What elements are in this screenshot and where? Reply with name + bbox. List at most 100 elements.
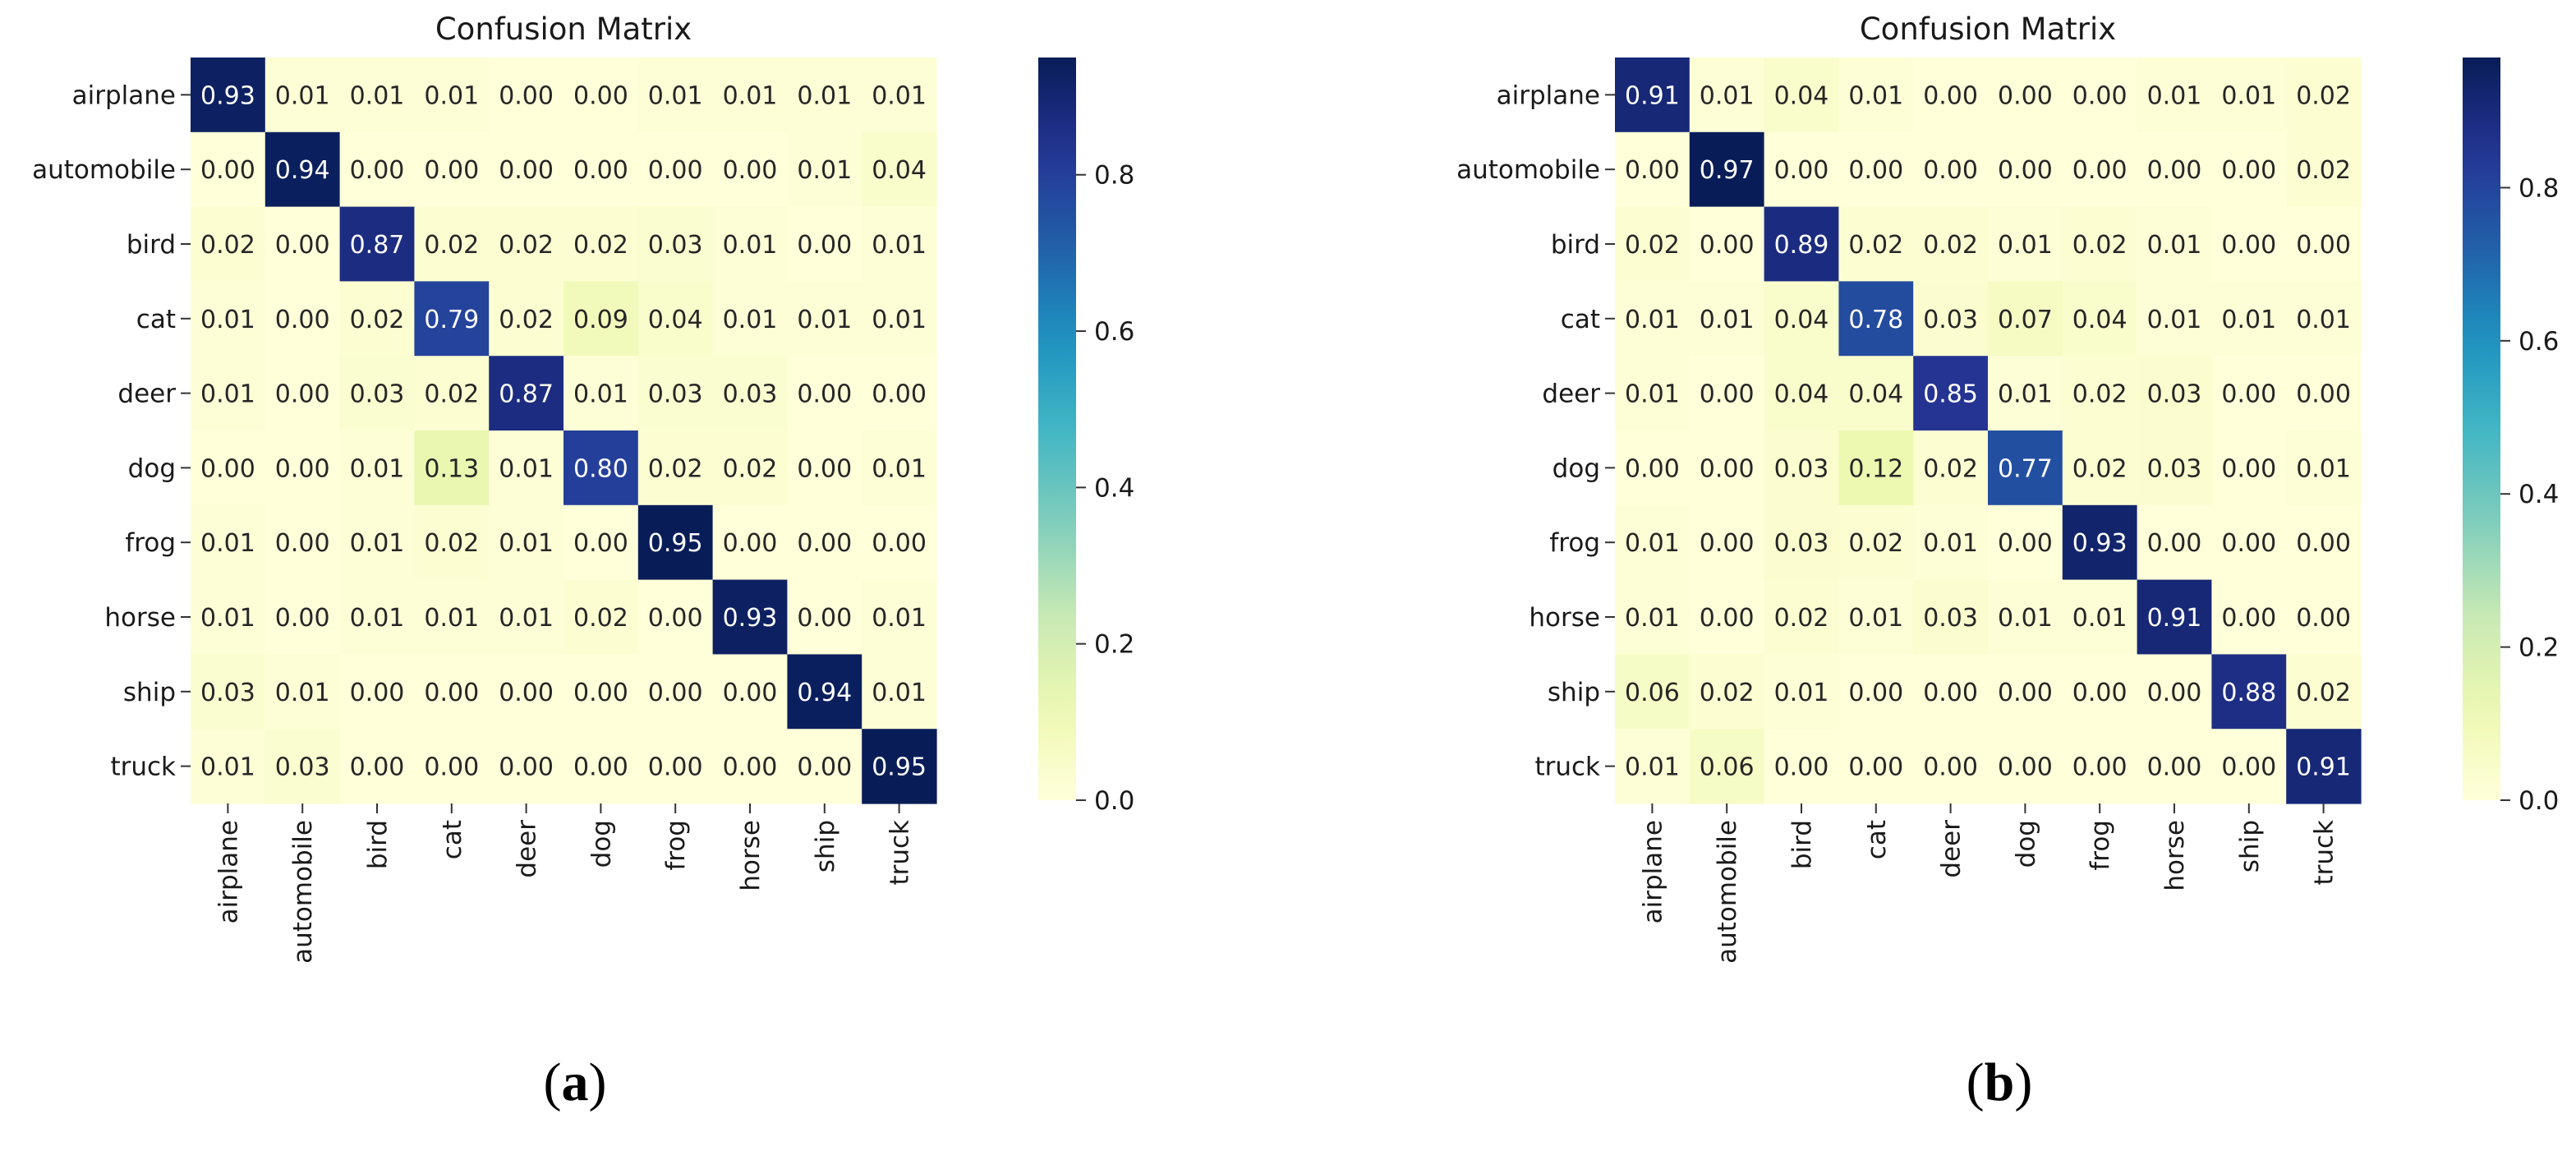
heatmap-cell [2286,729,2362,804]
heatmap-cell [1913,430,1989,506]
cell-value-label: 0.01 [1923,529,1978,558]
y-tick-label: truck [110,753,176,782]
colorbar [1038,58,1076,800]
heatmap-cell [2137,206,2212,282]
x-tick-label: dog [2011,820,2040,868]
cell-value-label: 0.12 [1848,454,1903,483]
cell-value-label: 0.02 [723,454,778,483]
cell-value-label: 0.00 [573,529,628,558]
cell-value-label: 0.00 [2072,156,2128,185]
cell-value-label: 0.00 [1998,529,2053,558]
heatmap-cell [1913,356,1989,431]
colorbar [2463,58,2500,800]
cell-value-label: 0.01 [872,306,927,334]
heatmap-cell [1988,729,2063,804]
cell-value-label: 0.02 [1923,231,1978,260]
heatmap-cell [1764,356,1839,431]
heatmap-cell [339,58,415,133]
cell-value-label: 0.02 [424,529,479,558]
x-tick-label: frog [2086,820,2115,871]
cell-value-label: 0.03 [2147,454,2202,483]
heatmap-cell [2286,579,2362,655]
heatmap-cell [712,131,788,208]
cell-value-label: 0.03 [1923,306,1978,334]
cell-value-label: 0.02 [1625,231,1680,260]
cell-value-label: 0.00 [200,156,255,185]
heatmap-cell [2137,131,2212,208]
cell-value-label: 0.00 [573,81,628,110]
heatmap-cell [1764,206,1839,282]
heatmap-cell [712,654,788,730]
cell-value-label: 0.03 [2147,380,2202,409]
heatmap-cell [564,579,639,655]
heatmap-cell [1764,131,1839,208]
cell-value-label: 0.00 [350,679,405,707]
heatmap-cell [191,729,266,804]
heatmap-cell [1615,356,1690,431]
heatmap-cell [1838,58,1914,133]
cell-value-label: 0.01 [573,380,628,409]
heatmap-cell [2062,356,2138,431]
x-tick-label: frog [661,820,691,871]
cell-value-label: 0.04 [1848,380,1903,409]
heatmap-cell [1764,430,1839,506]
cell-value-label: 0.00 [648,604,703,633]
heatmap-cell [339,356,415,431]
heatmap-cell [1913,729,1989,804]
heatmap-cell [414,58,490,133]
cell-value-label: 0.00 [1848,156,1903,185]
cell-value-label: 0.01 [2147,81,2202,110]
x-tick-label: bird [1787,820,1817,869]
cell-value-label: 0.01 [200,306,255,334]
heatmap-cell [339,579,415,655]
heatmap-cell [1764,654,1839,730]
cell-value-label: 0.00 [1998,679,2053,707]
heatmap-cell [637,58,714,133]
x-tick-label: airplane [1638,820,1668,923]
heatmap-cell [1615,430,1690,506]
heatmap-cell [637,430,714,506]
cell-value-label: 0.04 [1774,306,1829,334]
colorbar-tick-label: 0.0 [2518,786,2559,816]
cell-value-label: 0.00 [1923,679,1978,707]
heatmap-cell [264,504,341,581]
heatmap-cell [637,206,714,282]
cell-value-label: 0.00 [2221,380,2276,409]
cell-value-label: 0.01 [1625,380,1680,409]
cell-value-label: 0.00 [2072,81,2128,110]
x-tick-label: automobile [1713,820,1742,964]
heatmap-cell [1838,579,1914,655]
y-tick-label: ship [1548,678,1600,707]
cell-value-label: 0.00 [2147,753,2202,782]
cell-value-label: 0.00 [797,529,852,558]
heatmap-cell [2062,729,2138,804]
heatmap-cell [712,579,788,655]
heatmap-cell [637,281,714,357]
cell-value-label: 0.01 [499,604,554,633]
heatmap-cell [2062,281,2138,357]
heatmap-cell [712,729,788,804]
cell-value-label: 0.02 [1774,604,1829,633]
heatmap-cell [1615,729,1690,804]
heatmap-cell [191,356,266,431]
cell-value-label: 0.00 [2296,604,2351,633]
heatmap-cell [1913,206,1989,282]
cell-value-label: 0.79 [424,306,479,334]
y-tick-label: dog [128,453,176,483]
y-tick-label: deer [117,380,176,409]
heatmap-cell [264,654,341,730]
cell-value-label: 0.13 [424,454,479,483]
heatmap-cell [414,131,490,208]
panel-a-paren-open: ( [543,1052,562,1112]
cell-value-label: 0.00 [872,529,927,558]
heatmap-cell [2137,729,2212,804]
cell-value-label: 0.00 [2072,679,2128,707]
heatmap-cell [2062,206,2138,282]
heatmap-cell [339,654,415,730]
cell-value-label: 0.00 [648,679,703,707]
cell-value-label: 0.00 [872,380,927,409]
heatmap-cell [564,729,639,804]
cell-value-label: 0.01 [1998,231,2053,260]
heatmap-cell [862,579,937,655]
